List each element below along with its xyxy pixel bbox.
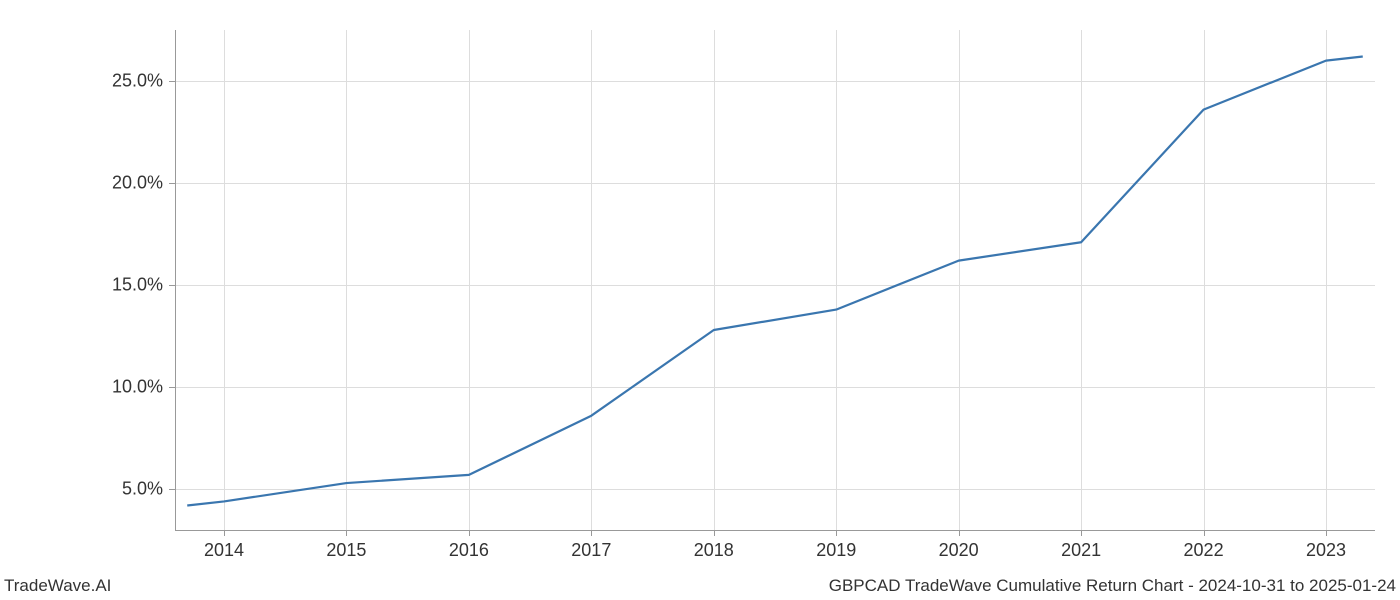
footer-left-label: TradeWave.AI: [4, 576, 111, 596]
y-tick-label: 10.0%: [112, 377, 163, 398]
chart-container: 2014 2015 2016 2017 2018 2019 2020 2021 2022 2023…: [0, 0, 1400, 600]
x-tick-label: 2020: [939, 540, 979, 561]
y-tick-label: 15.0%: [112, 275, 163, 296]
x-tick-label: 2021: [1061, 540, 1101, 561]
x-tick-label: 2016: [449, 540, 489, 561]
x-tick-label: 2023: [1306, 540, 1346, 561]
chart-line-svg: [0, 0, 1400, 600]
y-tick-label: 25.0%: [112, 71, 163, 92]
y-tick-label: 20.0%: [112, 173, 163, 194]
x-tick-label: 2019: [816, 540, 856, 561]
series-line: [187, 57, 1363, 506]
x-tick-label: 2018: [694, 540, 734, 561]
y-tick-label: 5.0%: [122, 479, 163, 500]
x-tick-label: 2022: [1184, 540, 1224, 561]
x-tick-label: 2015: [326, 540, 366, 561]
x-tick-label: 2017: [571, 540, 611, 561]
x-tick-label: 2014: [204, 540, 244, 561]
footer-right-label: GBPCAD TradeWave Cumulative Return Chart…: [829, 576, 1396, 596]
